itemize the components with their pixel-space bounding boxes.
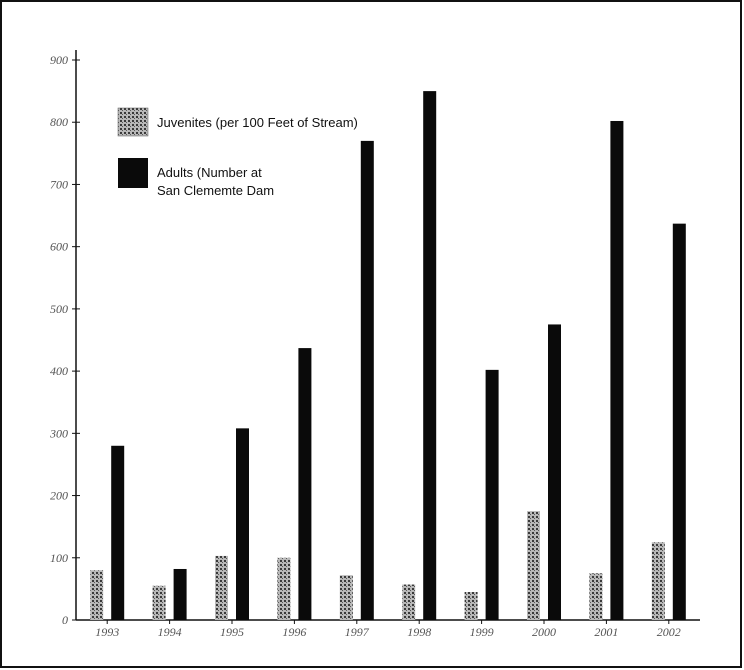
legend-swatch-adults [118, 158, 148, 188]
bar-juvenites-2000 [527, 511, 540, 620]
y-tick-label: 400 [50, 364, 68, 378]
x-tick-label: 1994 [158, 625, 182, 639]
bar-adults-1997 [360, 140, 374, 620]
bar-juvenites-1993 [90, 570, 104, 620]
bar-adults-1994 [173, 568, 187, 620]
x-tick-label: 2001 [594, 625, 618, 639]
bar-juvenites-2002 [651, 542, 665, 620]
legend: Juvenites (per 100 Feet of Stream) Adults… [117, 107, 358, 198]
bar-juvenites-2001 [589, 573, 603, 620]
y-tick-label: 300 [49, 426, 68, 440]
legend-label-juvenites: Juvenites (per 100 Feet of Stream) [157, 115, 358, 130]
y-tick-label: 800 [50, 115, 68, 129]
y-tick-label: 500 [50, 302, 68, 316]
bar-juvenites-1996 [277, 557, 291, 620]
x-tick-label: 1996 [282, 625, 306, 639]
y-tick-label: 700 [50, 177, 68, 191]
legend-swatch-juvenites [117, 107, 149, 137]
bar-juvenites-1997 [339, 575, 353, 620]
bar-juvenites-1999 [464, 592, 478, 620]
x-tick-label: 2000 [532, 625, 556, 639]
y-tick-label: 900 [50, 53, 68, 67]
x-tick-label: 2002 [657, 625, 681, 639]
bar-adults-2001 [610, 120, 624, 620]
y-tick-label: 100 [50, 551, 68, 565]
x-tick-label: 1997 [345, 625, 370, 639]
bar-adults-2002 [672, 223, 686, 620]
x-tick-label: 1998 [407, 625, 431, 639]
bar-adults-1998 [423, 91, 437, 621]
bar-adults-1995 [236, 428, 249, 620]
bar-adults-2000 [548, 324, 561, 620]
axes-group [72, 50, 700, 624]
tick-labels-group: 0 100 200 300 400 500 600 700 800 900 1993 1994 1995… [49, 53, 681, 639]
bar-adults-1996 [298, 348, 312, 620]
x-tick-label: 1995 [220, 625, 244, 639]
legend-label-adults-line: Adults (Number at [157, 165, 262, 180]
bar-juvenites-1998 [402, 584, 416, 620]
bar-adults-1993 [111, 445, 125, 620]
y-tick-label: 200 [50, 489, 68, 503]
y-tick-label: 600 [50, 240, 68, 254]
bars-group [90, 91, 686, 621]
legend-label-adults-line: San Clememte Dam [157, 183, 274, 198]
y-tick-label: 0 [62, 613, 68, 627]
x-tick-label: 1999 [470, 625, 494, 639]
bar-juvenites-1995 [215, 555, 228, 620]
x-tick-label: 1993 [95, 625, 119, 639]
bar-juvenites-1994 [152, 585, 166, 620]
bar-adults-1999 [485, 369, 499, 620]
